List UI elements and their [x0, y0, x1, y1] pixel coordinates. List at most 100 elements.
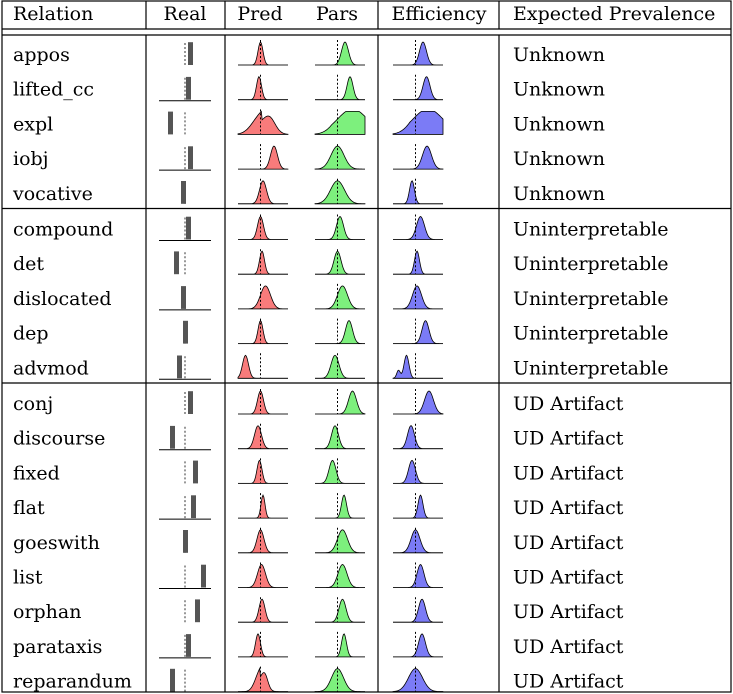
- distribution-curve: [393, 180, 443, 205]
- table-row: discourse UD Artifact: [13, 425, 624, 451]
- distribution-curve: [393, 598, 443, 623]
- real-bar: [201, 564, 206, 588]
- distribution-curve: [238, 425, 288, 450]
- pars-distribution: [314, 178, 366, 205]
- real-indicator: [170, 668, 186, 692]
- real-indicator: [159, 76, 211, 102]
- relation-name: fixed: [13, 462, 60, 484]
- distribution-curve: [315, 494, 365, 519]
- expected-prevalence: UD Artifact: [513, 671, 624, 693]
- distribution-curve: [315, 215, 365, 240]
- efficiency-distribution: [393, 283, 443, 310]
- distribution-curve: [238, 529, 288, 554]
- pars-distribution: [315, 40, 365, 66]
- pars-distribution: [315, 214, 365, 240]
- header-relation: Relation: [13, 3, 93, 25]
- efficiency-distribution: [393, 144, 444, 170]
- distribution-curve: [315, 250, 365, 275]
- real-bar: [168, 111, 173, 135]
- distribution-curve: [314, 180, 366, 205]
- relation-name: flat: [13, 497, 45, 519]
- efficiency-distribution: [393, 631, 443, 658]
- header-pars: Pars: [316, 3, 358, 25]
- real-indicator: [184, 42, 193, 65]
- distribution-curve: [393, 425, 443, 450]
- pred-distribution: [238, 389, 288, 415]
- relation-name: reparandum: [13, 671, 132, 693]
- efficiency-distribution: [393, 597, 443, 623]
- table-row: goeswith UD Artifact: [13, 530, 624, 554]
- efficiency-distribution: [393, 527, 443, 554]
- pred-distribution: [238, 493, 288, 519]
- pars-distribution: [314, 109, 366, 135]
- distribution-curve: [393, 76, 443, 101]
- efficiency-distribution: [392, 109, 444, 135]
- real-indicator: [184, 460, 198, 484]
- relation-name: advmod: [13, 357, 89, 379]
- real-bar: [191, 495, 196, 519]
- expected-prevalence: UD Artifact: [513, 636, 624, 658]
- real-bar: [186, 76, 191, 100]
- real-bar: [188, 146, 193, 170]
- relation-name: compound: [13, 219, 113, 241]
- distribution-curve: [315, 564, 365, 588]
- pred-distribution: [237, 353, 288, 379]
- relation-name: lifted_cc: [13, 79, 94, 101]
- pred-distribution: [238, 318, 288, 345]
- efficiency-distribution: [393, 214, 443, 240]
- pars-distribution: [315, 249, 365, 275]
- real-bar: [183, 530, 188, 553]
- pars-distribution: [315, 493, 365, 519]
- real-indicator: [159, 355, 211, 380]
- real-bar: [193, 460, 198, 484]
- distribution-curve: [315, 390, 366, 415]
- relation-name: conj: [13, 393, 53, 415]
- relation-name: det: [13, 253, 44, 275]
- real-indicator: [183, 320, 188, 344]
- real-indicator: [184, 391, 193, 414]
- distribution-curve: [238, 319, 288, 344]
- table-row: expl Unknown: [13, 111, 605, 135]
- distribution-curve: [393, 633, 443, 658]
- pars-distribution: [314, 666, 365, 693]
- distribution-curve: [238, 76, 288, 101]
- real-indicator: [174, 251, 186, 275]
- expected-prevalence: UD Artifact: [513, 601, 624, 623]
- real-indicator: [159, 216, 211, 241]
- pars-distribution: [315, 74, 365, 101]
- expected-prevalence: Uninterpretable: [513, 219, 668, 241]
- header-real: Real: [164, 3, 207, 25]
- pred-distribution: [238, 249, 288, 275]
- table-row: advmod Uninterpretable: [13, 355, 668, 380]
- distribution-curve: [237, 354, 288, 379]
- efficiency-distribution: [393, 318, 443, 345]
- expected-prevalence: Uninterpretable: [513, 253, 668, 275]
- pred-distribution: [238, 527, 288, 554]
- relation-name: dep: [13, 323, 49, 345]
- distribution-curve: [314, 668, 365, 692]
- distribution-curve: [238, 145, 289, 170]
- relation-name: orphan: [13, 601, 82, 623]
- real-indicator: [181, 181, 186, 204]
- real-bar: [186, 216, 191, 240]
- expected-prevalence: UD Artifact: [513, 532, 624, 554]
- relation-name: expl: [13, 113, 53, 135]
- real-indicator: [159, 634, 211, 659]
- pred-distribution: [238, 144, 289, 170]
- real-indicator: [159, 425, 211, 451]
- real-bar: [174, 251, 179, 275]
- real-bar: [181, 286, 186, 309]
- distribution-curve: [392, 668, 444, 692]
- pars-distribution: [315, 423, 365, 450]
- expected-prevalence: Unknown: [513, 79, 605, 101]
- distribution-curve: [315, 598, 365, 623]
- pred-distribution: [238, 283, 288, 310]
- distribution-curve: [238, 633, 288, 658]
- real-bar: [181, 181, 186, 204]
- distribution-curve: [315, 425, 365, 450]
- relation-name: discourse: [13, 428, 105, 450]
- distribution-curve: [393, 285, 443, 310]
- table-row: lifted_cc Unknown: [13, 76, 605, 102]
- real-indicator: [168, 111, 186, 135]
